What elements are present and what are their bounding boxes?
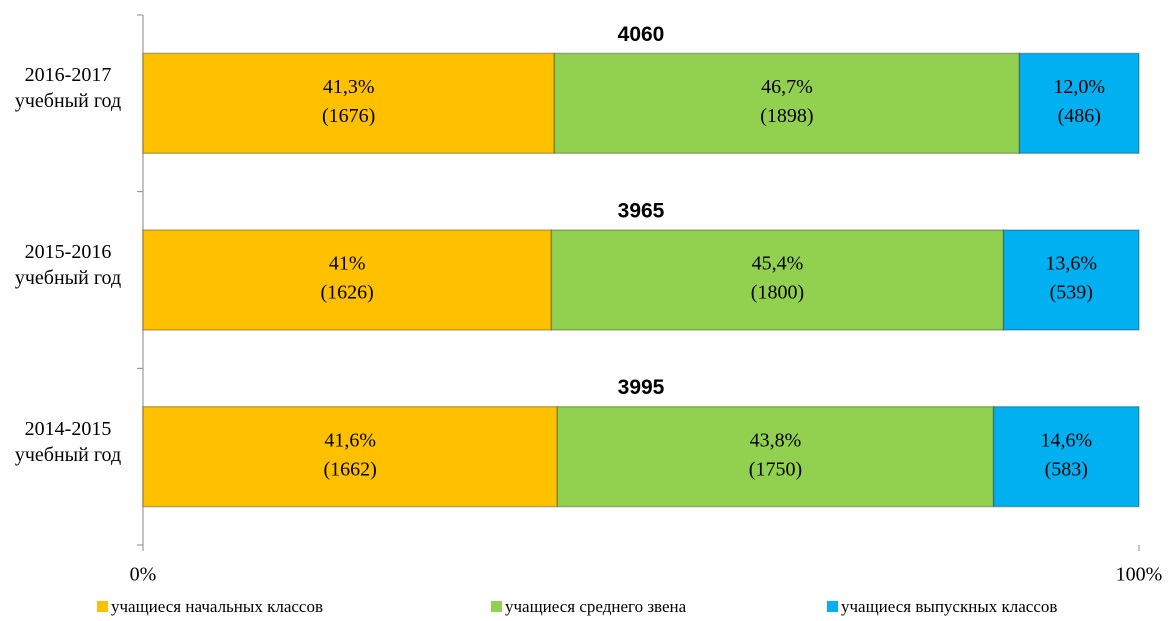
total-label: 3965 [618,200,665,223]
value-label: 14,6% [1040,429,1092,451]
x-tick-label: 0% [130,564,157,586]
category-label: 2015-2016 учебный год [14,241,122,289]
value-label: 45,4% [752,253,804,275]
total-label: 3995 [618,376,665,399]
legend-label: учащиеся начальных классов [111,597,323,616]
value-label: 13,6% [1045,253,1097,275]
count-label: (583) [1045,458,1088,480]
count-label: (1898) [760,105,813,127]
count-label: (1662) [324,458,377,480]
count-label: (1676) [322,105,375,127]
legend-label: учащиеся среднего звена [505,597,687,616]
legend-swatch [491,601,502,612]
bar-segment [550,229,1005,331]
count-label: (1626) [321,282,374,304]
value-label: 12,0% [1053,76,1105,98]
value-label: 43,8% [750,429,802,451]
bar-segment [992,405,1140,508]
count-label: (1750) [749,458,802,480]
total-label: 4060 [618,23,665,46]
value-label: 46,7% [761,76,813,98]
value-label: 41,6% [324,429,376,451]
count-label: (1800) [751,282,804,304]
bar-segment [142,229,553,331]
legend-swatch [827,601,838,612]
count-label: (539) [1050,282,1093,304]
legend-swatch [97,601,108,612]
count-label: (486) [1058,105,1101,127]
bar-segment [1018,52,1140,155]
bar-segment [1002,229,1140,331]
category-label: 2014-2015 учебный год [14,417,122,466]
bar-segment [142,52,556,155]
bar-segment [556,405,995,508]
bar-segment [553,52,1021,155]
value-label: 41% [329,253,366,275]
category-label: 2016-2017 учебный год [14,64,122,113]
legend-label: учащиеся выпускных классов [841,597,1057,616]
value-label: 41,3% [323,76,375,98]
x-tick-label: 100% [1116,564,1163,586]
bar-segment [142,405,559,508]
